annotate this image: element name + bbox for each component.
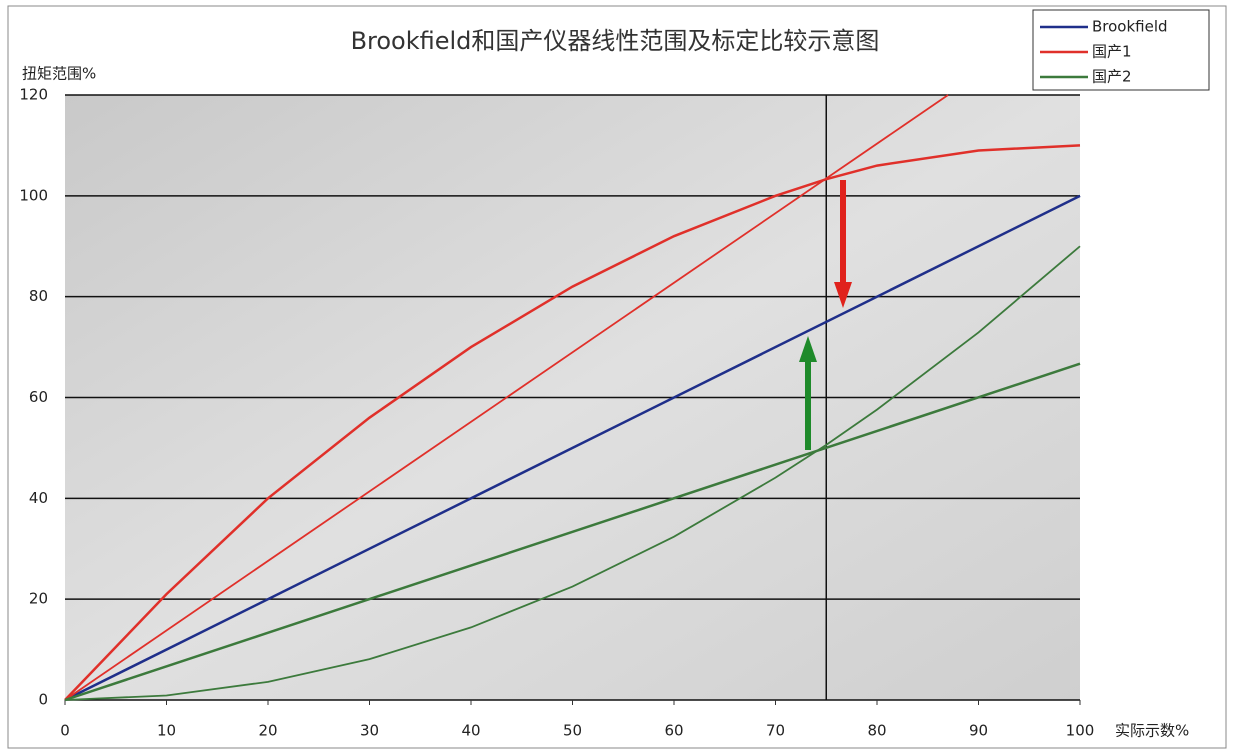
series-line [64, 362, 1081, 702]
x-tick-label: 20 [258, 722, 277, 740]
x-tick-label: 50 [563, 722, 582, 740]
series-line [64, 245, 1081, 701]
chart-title: Brookfield和国产仪器线性范围及标定比较示意图 [351, 27, 880, 55]
legend-label: 国产2 [1092, 68, 1132, 86]
legend-label: 国产1 [1092, 43, 1132, 61]
x-axis-label: 实际示数% [1115, 722, 1189, 740]
y-axis-label: 扭矩范围% [22, 65, 96, 83]
x-tick-label: 70 [766, 722, 785, 740]
y-tick-label: 20 [29, 590, 48, 608]
y-tick-label: 60 [29, 388, 48, 406]
legend-label: Brookfield [1092, 18, 1168, 36]
series-line [64, 94, 949, 701]
y-tick-label: 100 [19, 186, 48, 204]
green-arrow [799, 336, 817, 450]
chart-border [7, 5, 1227, 749]
y-tick-label: 80 [29, 287, 48, 305]
x-tick-label: 30 [360, 722, 379, 740]
x-tick-label: 100 [1066, 722, 1095, 740]
x-tick-label: 10 [157, 722, 176, 740]
y-tick-label: 0 [38, 691, 48, 709]
x-tick-label: 0 [60, 722, 70, 740]
x-tick-label: 90 [969, 722, 988, 740]
red-arrow [834, 180, 852, 308]
y-tick-label: 120 [19, 86, 48, 104]
series-line [64, 194, 1081, 702]
y-tick-label: 40 [29, 489, 48, 507]
x-tick-label: 60 [664, 722, 683, 740]
plot: 0 20 40 60 80 100 120 0 10 20 30 40 50 60 70 80 90 100 [19, 86, 1094, 740]
x-tick-label: 80 [867, 722, 886, 740]
x-tick-label: 40 [461, 722, 480, 740]
series-line [64, 144, 1081, 701]
